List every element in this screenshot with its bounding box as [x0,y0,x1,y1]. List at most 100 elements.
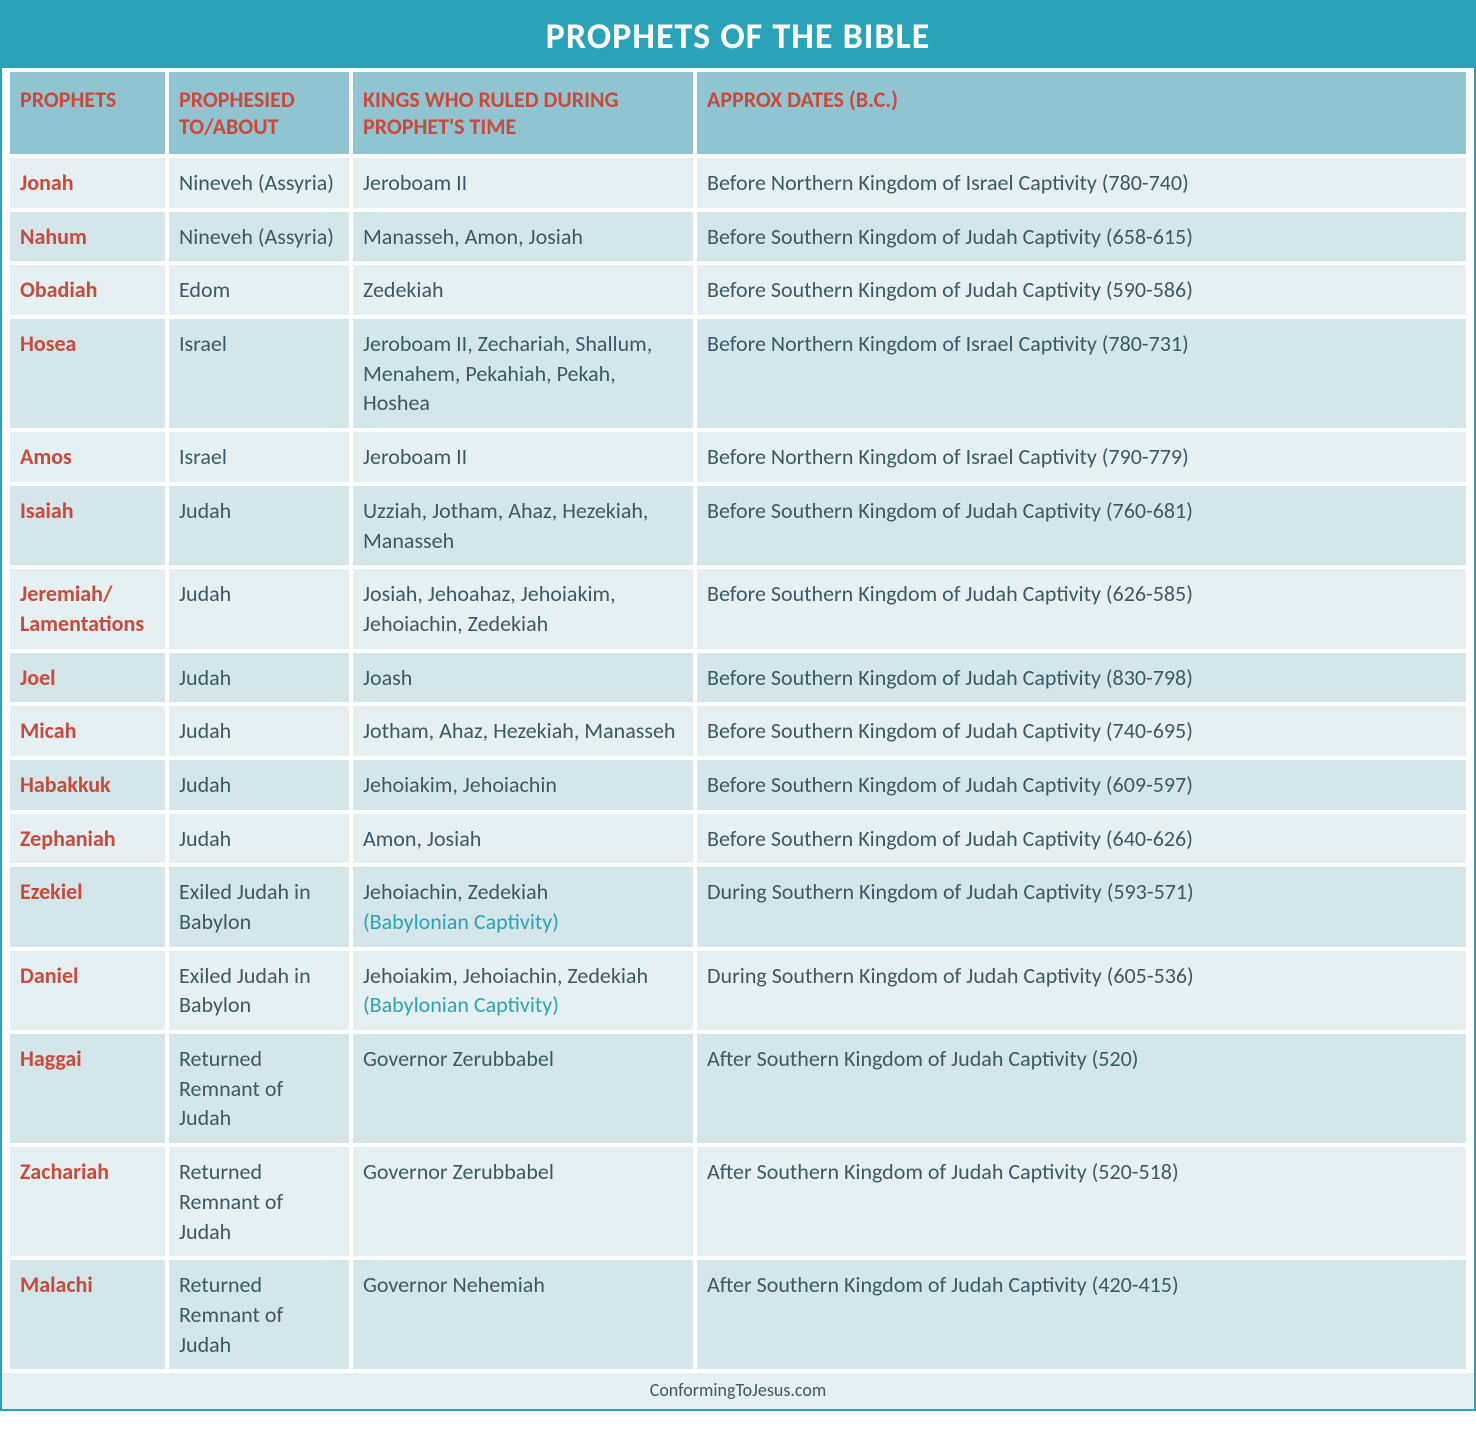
table-row: HaggaiReturned Remnant of Judah Governor … [10,1034,1466,1143]
cell-prophet: Haggai [10,1034,165,1143]
table-row: NahumNineveh (Assyria)Manasseh, Amon, Jo… [10,212,1466,262]
cell-kings: Jeroboam II [353,432,693,482]
table-row: Jeremiah/ LamentationsJudahJosiah, Jehoa… [10,569,1466,648]
cell-dates: Before Southern Kingdom of Judah Captivi… [697,569,1466,648]
table-row: ZachariahReturned Remnant of Judah Govern… [10,1147,1466,1256]
kings-text: Governor Zerubbabel [363,1158,554,1185]
col-header-kings: KINGS WHO RULED DURING PROPHET'S TIME [353,72,693,154]
table-container: PROPHETS OF THE BIBLE PROPHETS PROPHESIE… [0,0,1476,1411]
cell-kings: Jotham, Ahaz, Hezekiah, Manasseh [353,706,693,756]
cell-kings: Governor Zerubbabel [353,1147,693,1256]
table-row: EzekielExiled Judah in Babylon Jehoiachin… [10,867,1466,946]
cell-dates: Before Southern Kingdom of Judah Captivi… [697,212,1466,262]
kings-text: Jehoiakim, Jehoiachin [363,771,557,798]
cell-kings: Governor Nehemiah [353,1260,693,1369]
col-header-prophets: PROPHETS [10,72,165,154]
table-row: ZephaniahJudahAmon, JosiahBefore Souther… [10,814,1466,864]
table-row: DanielExiled Judah in BabylonJehoiakim, … [10,951,1466,1030]
cell-to: Israel [169,432,349,482]
table-body: JonahNineveh (Assyria) Jeroboam II Before … [10,158,1466,1369]
cell-dates: Before Southern Kingdom of Judah Captivi… [697,706,1466,756]
cell-dates: Before Northern Kingdom of Israel Captiv… [697,319,1466,428]
cell-to: Nineveh (Assyria) [169,212,349,262]
cell-prophet: Jonah [10,158,165,208]
kings-text: Jehoiakim, Jehoiachin, Zedekiah [363,962,648,989]
cell-dates: Before Southern Kingdom of Judah Captivi… [697,653,1466,703]
cell-prophet: Jeremiah/ Lamentations [10,569,165,648]
footer-credit: ConformingToJesus.com [2,1373,1474,1409]
kings-text: Jeroboam II [363,169,467,196]
cell-to: Judah [169,653,349,703]
table-row: JonahNineveh (Assyria) Jeroboam II Before … [10,158,1466,208]
kings-text: Jeroboam II, Zechariah, Shallum, Menahem… [363,330,652,416]
table-row: MicahJudah Jotham, Ahaz, Hezekiah, Manass… [10,706,1466,756]
kings-text: Josiah, Jehoahaz, Jehoiakim, Jehoiachin,… [363,580,616,637]
cell-prophet: Isaiah [10,486,165,565]
kings-text: Uzziah, Jotham, Ahaz, Hezekiah, Manasseh [363,497,648,554]
cell-kings: Joash [353,653,693,703]
cell-dates: Before Southern Kingdom of Judah Captivi… [697,760,1466,810]
cell-to: Returned Remnant of Judah [169,1260,349,1369]
cell-kings: Josiah, Jehoahaz, Jehoiakim, Jehoiachin,… [353,569,693,648]
kings-text: Jeroboam II [363,443,467,470]
cell-dates: During Southern Kingdom of Judah Captivi… [697,867,1466,946]
cell-prophet: Ezekiel [10,867,165,946]
cell-kings: Zedekiah [353,265,693,315]
cell-to: Israel [169,319,349,428]
cell-prophet: Obadiah [10,265,165,315]
cell-dates: Before Southern Kingdom of Judah Captivi… [697,814,1466,864]
table-row: HoseaIsraelJeroboam II, Zechariah, Shall… [10,319,1466,428]
table-row: ObadiahEdomZedekiahBefore Southern Kingd… [10,265,1466,315]
cell-kings: Jehoiakim, Jehoiachin [353,760,693,810]
cell-prophet: Zachariah [10,1147,165,1256]
cell-kings: Jeroboam II [353,158,693,208]
cell-to: Judah [169,569,349,648]
col-header-dates: APPROX DATES (B.C.) [697,72,1466,154]
cell-prophet: Habakkuk [10,760,165,810]
cell-kings: Jehoiakim, Jehoiachin, Zedekiah(Babyloni… [353,951,693,1030]
title-bar: PROPHETS OF THE BIBLE [2,2,1474,68]
cell-prophet: Amos [10,432,165,482]
cell-prophet: Micah [10,706,165,756]
kings-text: Manasseh, Amon, Josiah [363,223,583,250]
kings-text: Governor Nehemiah [363,1271,545,1298]
table-row: IsaiahJudahUzziah, Jotham, Ahaz, Hezekia… [10,486,1466,565]
table-header-row: PROPHETS PROPHESIED TO/ABOUT KINGS WHO R… [10,72,1466,154]
cell-prophet: Hosea [10,319,165,428]
cell-to: Nineveh (Assyria) [169,158,349,208]
cell-prophet: Joel [10,653,165,703]
cell-kings: Governor Zerubbabel [353,1034,693,1143]
cell-to: Judah [169,760,349,810]
cell-prophet: Malachi [10,1260,165,1369]
cell-dates: Before Southern Kingdom of Judah Captivi… [697,486,1466,565]
cell-dates: During Southern Kingdom of Judah Captivi… [697,951,1466,1030]
cell-kings: Uzziah, Jotham, Ahaz, Hezekiah, Manasseh [353,486,693,565]
cell-dates: After Southern Kingdom of Judah Captivit… [697,1260,1466,1369]
cell-prophet: Zephaniah [10,814,165,864]
kings-text: Jotham, Ahaz, Hezekiah, Manasseh [363,717,675,744]
cell-kings: Amon, Josiah [353,814,693,864]
cell-dates: Before Northern Kingdom of Israel Captiv… [697,158,1466,208]
table-row: JoelJudah Joash Before Southern Kingdom of… [10,653,1466,703]
cell-to: Judah [169,706,349,756]
cell-to: Returned Remnant of Judah [169,1147,349,1256]
kings-text: Governor Zerubbabel [363,1045,554,1072]
cell-to: Judah [169,486,349,565]
kings-text: Joash [363,664,412,691]
kings-text: Amon, Josiah [363,825,481,852]
cell-dates: After Southern Kingdom of Judah Captivit… [697,1147,1466,1256]
page-title: PROPHETS OF THE BIBLE [2,14,1474,58]
table-row: AmosIsraelJeroboam IIBefore Northern Kin… [10,432,1466,482]
table-row: HabakkukJudah Jehoiakim, Jehoiachin Before… [10,760,1466,810]
cell-to: Exiled Judah in Babylon [169,867,349,946]
kings-note: (Babylonian Captivity) [363,990,683,1020]
prophets-table: PROPHETS PROPHESIED TO/ABOUT KINGS WHO R… [2,68,1474,1373]
table-row: MalachiReturned Remnant of Judah Governor… [10,1260,1466,1369]
kings-note: (Babylonian Captivity) [363,907,683,937]
kings-text: Jehoiachin, Zedekiah [363,878,548,905]
cell-prophet: Daniel [10,951,165,1030]
col-header-to: PROPHESIED TO/ABOUT [169,72,349,154]
kings-text: Zedekiah [363,276,444,303]
cell-dates: Before Southern Kingdom of Judah Captivi… [697,265,1466,315]
cell-to: Returned Remnant of Judah [169,1034,349,1143]
